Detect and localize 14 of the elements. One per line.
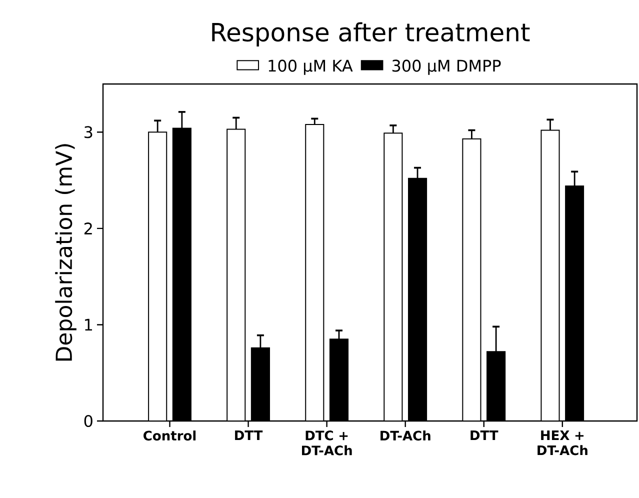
y-axis-title: Depolarization (mV) <box>55 144 76 361</box>
legend-label: 300 μM DMPP <box>392 60 501 75</box>
x-tick-label: Control <box>144 430 196 441</box>
x-tick-label: DTT <box>235 430 263 440</box>
x-tick-label: DTT <box>470 430 498 440</box>
y-tick-label: 3 <box>84 126 92 138</box>
chart-title: Response after treatment <box>212 22 530 46</box>
y-tick-label: 0 <box>84 414 92 428</box>
x-tick-label: HEX + DT-ACh <box>538 430 588 456</box>
y-tick-label: 1 <box>85 318 92 331</box>
x-tick-label: DT-ACh <box>380 430 430 441</box>
x-tick-label: DTC + DT-ACh <box>302 430 352 456</box>
legend-label: 100 μM KA <box>268 60 353 75</box>
y-tick-label: 2 <box>84 222 92 234</box>
